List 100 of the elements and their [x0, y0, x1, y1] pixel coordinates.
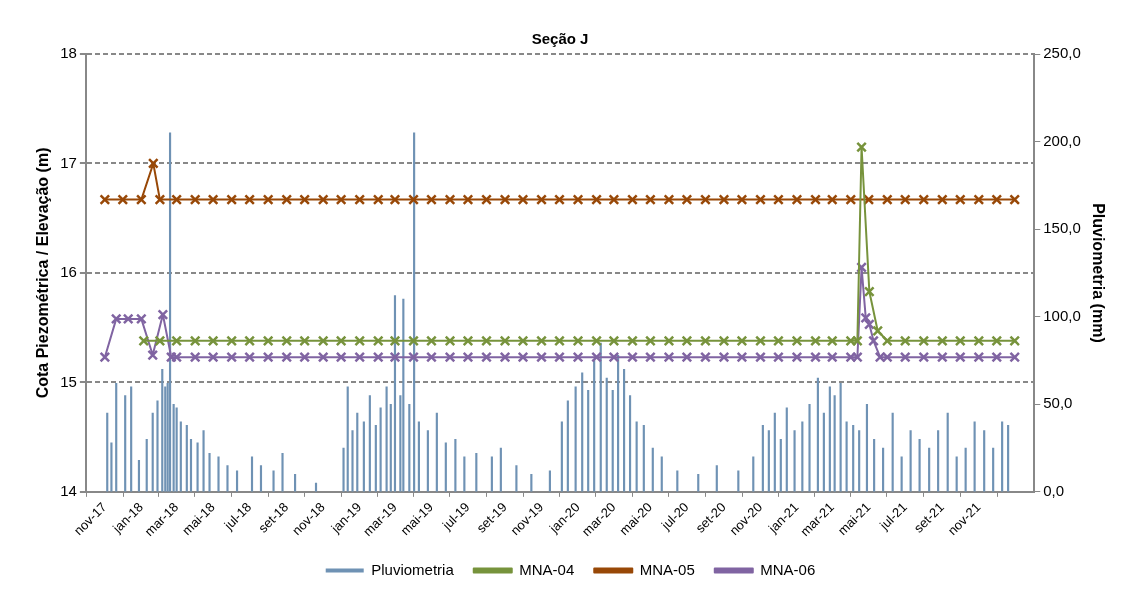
point	[281, 335, 293, 347]
point	[572, 335, 584, 347]
point	[157, 309, 169, 321]
point	[536, 194, 548, 206]
point	[122, 313, 134, 325]
bar	[761, 424, 764, 492]
bar	[172, 403, 175, 492]
bar	[574, 386, 577, 492]
point	[936, 194, 948, 206]
point	[899, 351, 911, 363]
point	[299, 335, 311, 347]
point	[99, 194, 111, 206]
bar	[816, 377, 819, 492]
point	[154, 194, 166, 206]
point	[899, 335, 911, 347]
point	[335, 351, 347, 363]
bar	[839, 382, 842, 492]
point	[317, 351, 329, 363]
bar	[752, 456, 755, 492]
bar	[992, 447, 995, 492]
bar	[715, 465, 718, 492]
bar	[852, 424, 855, 492]
point	[718, 194, 730, 206]
point	[754, 335, 766, 347]
point	[462, 351, 474, 363]
point	[226, 194, 238, 206]
bar	[490, 456, 493, 492]
bar	[385, 386, 388, 492]
point	[918, 351, 930, 363]
bar	[767, 430, 770, 492]
bar	[130, 386, 133, 492]
point	[1009, 335, 1021, 347]
bar	[351, 430, 354, 492]
point	[281, 194, 293, 206]
point	[135, 194, 147, 206]
point	[354, 335, 366, 347]
point	[481, 335, 492, 347]
point	[973, 335, 985, 347]
bar	[964, 447, 967, 492]
point	[973, 194, 985, 206]
point	[991, 351, 1003, 363]
point	[462, 194, 474, 206]
point	[681, 335, 693, 347]
y2-tick-label: 0,0	[1043, 481, 1065, 499]
point	[154, 335, 166, 347]
point	[644, 335, 656, 347]
bar	[226, 465, 229, 492]
point	[226, 351, 238, 363]
point	[736, 194, 748, 206]
y-tick-label: 16	[60, 263, 77, 281]
bar	[605, 377, 608, 492]
bar	[115, 382, 118, 492]
point	[244, 335, 256, 347]
point	[189, 335, 201, 347]
legend-label: Pluviometria	[371, 560, 455, 578]
y2-tick-label: 250,0	[1043, 44, 1081, 62]
point	[718, 335, 730, 347]
point	[262, 335, 274, 347]
point	[244, 351, 256, 363]
bar	[928, 447, 931, 492]
point	[991, 194, 1003, 206]
bar	[515, 465, 518, 492]
bar	[435, 412, 438, 492]
point	[936, 335, 948, 347]
point	[868, 335, 880, 347]
point	[626, 351, 638, 363]
point	[425, 335, 437, 347]
point	[591, 194, 603, 206]
bar	[651, 447, 654, 492]
bar	[374, 424, 377, 492]
point	[644, 351, 656, 363]
point	[608, 351, 620, 363]
point	[863, 194, 875, 206]
point	[736, 351, 748, 363]
point	[553, 194, 565, 206]
point	[171, 194, 183, 206]
bar	[560, 421, 563, 492]
bar	[828, 386, 831, 492]
bar	[793, 430, 796, 492]
bar	[208, 452, 211, 492]
bar	[179, 421, 182, 492]
point	[517, 351, 529, 363]
bar	[873, 438, 876, 492]
bar	[581, 372, 584, 492]
point	[408, 335, 420, 347]
bar	[145, 438, 148, 492]
point	[517, 335, 529, 347]
bar	[946, 412, 949, 492]
bar	[882, 447, 885, 492]
bar	[918, 438, 921, 492]
bar	[660, 456, 663, 492]
legend-label: MNA-05	[639, 560, 695, 578]
bar	[611, 389, 614, 492]
point	[845, 335, 857, 347]
point	[681, 194, 693, 206]
point	[372, 335, 384, 347]
point	[553, 351, 565, 363]
point	[207, 351, 219, 363]
point	[110, 313, 122, 325]
point	[856, 261, 868, 273]
